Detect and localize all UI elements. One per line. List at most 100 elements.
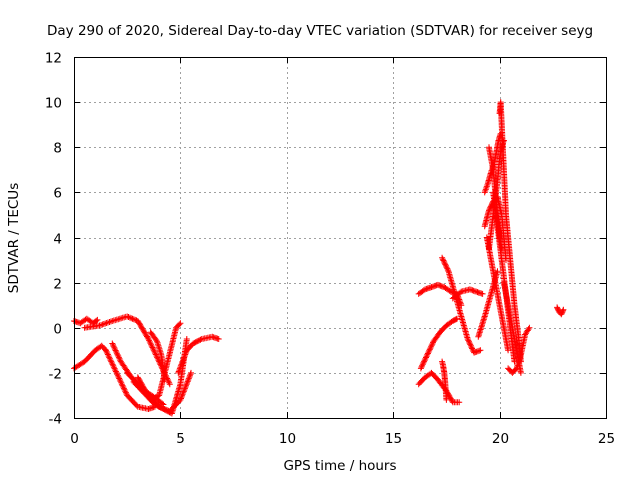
- x-tick-label: 0: [70, 431, 79, 447]
- data-point-marker: [133, 402, 140, 409]
- data-point-marker: [428, 343, 435, 350]
- data-point-marker: [185, 377, 192, 383]
- data-point-marker: [466, 340, 473, 347]
- data-point-marker: [420, 287, 427, 294]
- data-point-marker: [110, 341, 116, 348]
- data-point-marker: [494, 268, 501, 275]
- data-point-marker: [439, 254, 446, 261]
- data-point-marker: [114, 351, 121, 358]
- data-point-marker: [110, 343, 117, 350]
- y-tick-label: -4: [49, 412, 62, 428]
- data-marks: [71, 99, 567, 417]
- data-point-marker: [182, 350, 189, 357]
- data-point-marker: [423, 353, 430, 360]
- data-point-marker: [153, 337, 160, 343]
- data-series-arc-7: [130, 336, 190, 417]
- data-series-arc-10: [175, 333, 222, 376]
- data-point-marker: [453, 316, 459, 323]
- data-point-marker: [181, 354, 188, 361]
- data-point-marker: [427, 345, 434, 352]
- data-point-marker: [488, 202, 495, 209]
- data-point-marker: [215, 336, 222, 342]
- data-point-marker: [183, 382, 189, 389]
- data-point-marker: [419, 361, 426, 368]
- data-series-arc-9: [147, 329, 168, 383]
- data-point-marker: [112, 368, 119, 375]
- data-series-arc-15: [439, 254, 484, 356]
- data-point-marker: [122, 388, 129, 395]
- data-point-marker: [108, 358, 115, 365]
- y-tick-label: 12: [45, 51, 62, 67]
- axis-ticks: 0 5 10 15 20 25 -4 -2 0 2 4 6 8 10 12: [45, 51, 615, 448]
- data-point-marker: [109, 340, 116, 347]
- y-tick-label: -2: [49, 367, 62, 383]
- data-point-marker: [121, 386, 128, 393]
- data-point-marker: [103, 348, 110, 355]
- data-point-marker: [418, 364, 425, 370]
- x-tick-label: 5: [176, 431, 185, 447]
- data-point-marker: [468, 344, 475, 351]
- data-point-marker: [426, 346, 433, 353]
- data-point-marker: [110, 364, 117, 371]
- data-point-marker: [118, 381, 125, 388]
- data-point-marker: [137, 378, 143, 385]
- chart-title: Day 290 of 2020, Sidereal Day-to-day VTE…: [47, 23, 593, 39]
- data-point-marker: [465, 337, 472, 344]
- data-point-marker: [442, 261, 449, 268]
- data-series-arc-12: [417, 315, 460, 372]
- data-point-marker: [419, 362, 426, 369]
- data-point-marker: [117, 378, 124, 385]
- data-point-marker: [161, 376, 168, 383]
- data-point-marker: [102, 347, 109, 354]
- data-point-marker: [166, 381, 173, 388]
- data-point-marker: [439, 256, 446, 263]
- data-point-marker: [125, 314, 132, 320]
- data-point-marker: [93, 317, 100, 324]
- data-series-arc-4: [102, 347, 158, 412]
- data-point-marker: [129, 315, 136, 322]
- data-point-marker: [425, 349, 432, 356]
- data-series-arc-21: [496, 99, 524, 365]
- data-point-marker: [116, 375, 123, 382]
- data-point-marker: [120, 384, 127, 390]
- data-point-marker: [110, 362, 117, 369]
- data-point-marker: [525, 326, 532, 333]
- data-point-marker: [148, 341, 155, 348]
- data-point-marker: [511, 358, 518, 365]
- data-point-marker: [426, 347, 433, 354]
- data-series-arc-13: [439, 358, 450, 403]
- data-point-marker: [116, 355, 123, 362]
- data-point-marker: [182, 384, 189, 391]
- data-point-marker: [150, 345, 157, 352]
- data-point-marker: [454, 315, 460, 322]
- data-point-marker: [114, 372, 121, 379]
- data-point-marker: [421, 358, 428, 365]
- data-point-marker: [155, 357, 162, 364]
- data-point-marker: [108, 360, 115, 366]
- data-point-marker: [486, 207, 492, 214]
- data-point-marker: [122, 389, 129, 396]
- data-point-marker: [116, 376, 123, 383]
- data-point-marker: [477, 347, 484, 354]
- data-point-marker: [113, 350, 120, 357]
- data-point-marker: [113, 348, 120, 355]
- data-point-marker: [115, 353, 122, 359]
- data-point-marker: [109, 361, 116, 368]
- data-point-marker: [428, 342, 435, 349]
- data-point-marker: [526, 324, 533, 331]
- data-point-marker: [144, 334, 151, 341]
- data-point-marker: [444, 267, 451, 273]
- grid: [74, 57, 606, 418]
- y-tick-label: 6: [53, 186, 62, 202]
- data-point-marker: [420, 359, 427, 366]
- data-point-marker: [466, 338, 472, 345]
- data-series-arc-26: [505, 324, 533, 376]
- y-tick-label: 0: [53, 322, 62, 338]
- data-series-arc-23: [483, 234, 512, 354]
- data-point-marker: [177, 320, 184, 327]
- data-point-marker: [149, 344, 156, 351]
- data-point-marker: [444, 265, 451, 272]
- x-tick-label: 10: [279, 431, 296, 447]
- data-point-marker: [120, 385, 127, 392]
